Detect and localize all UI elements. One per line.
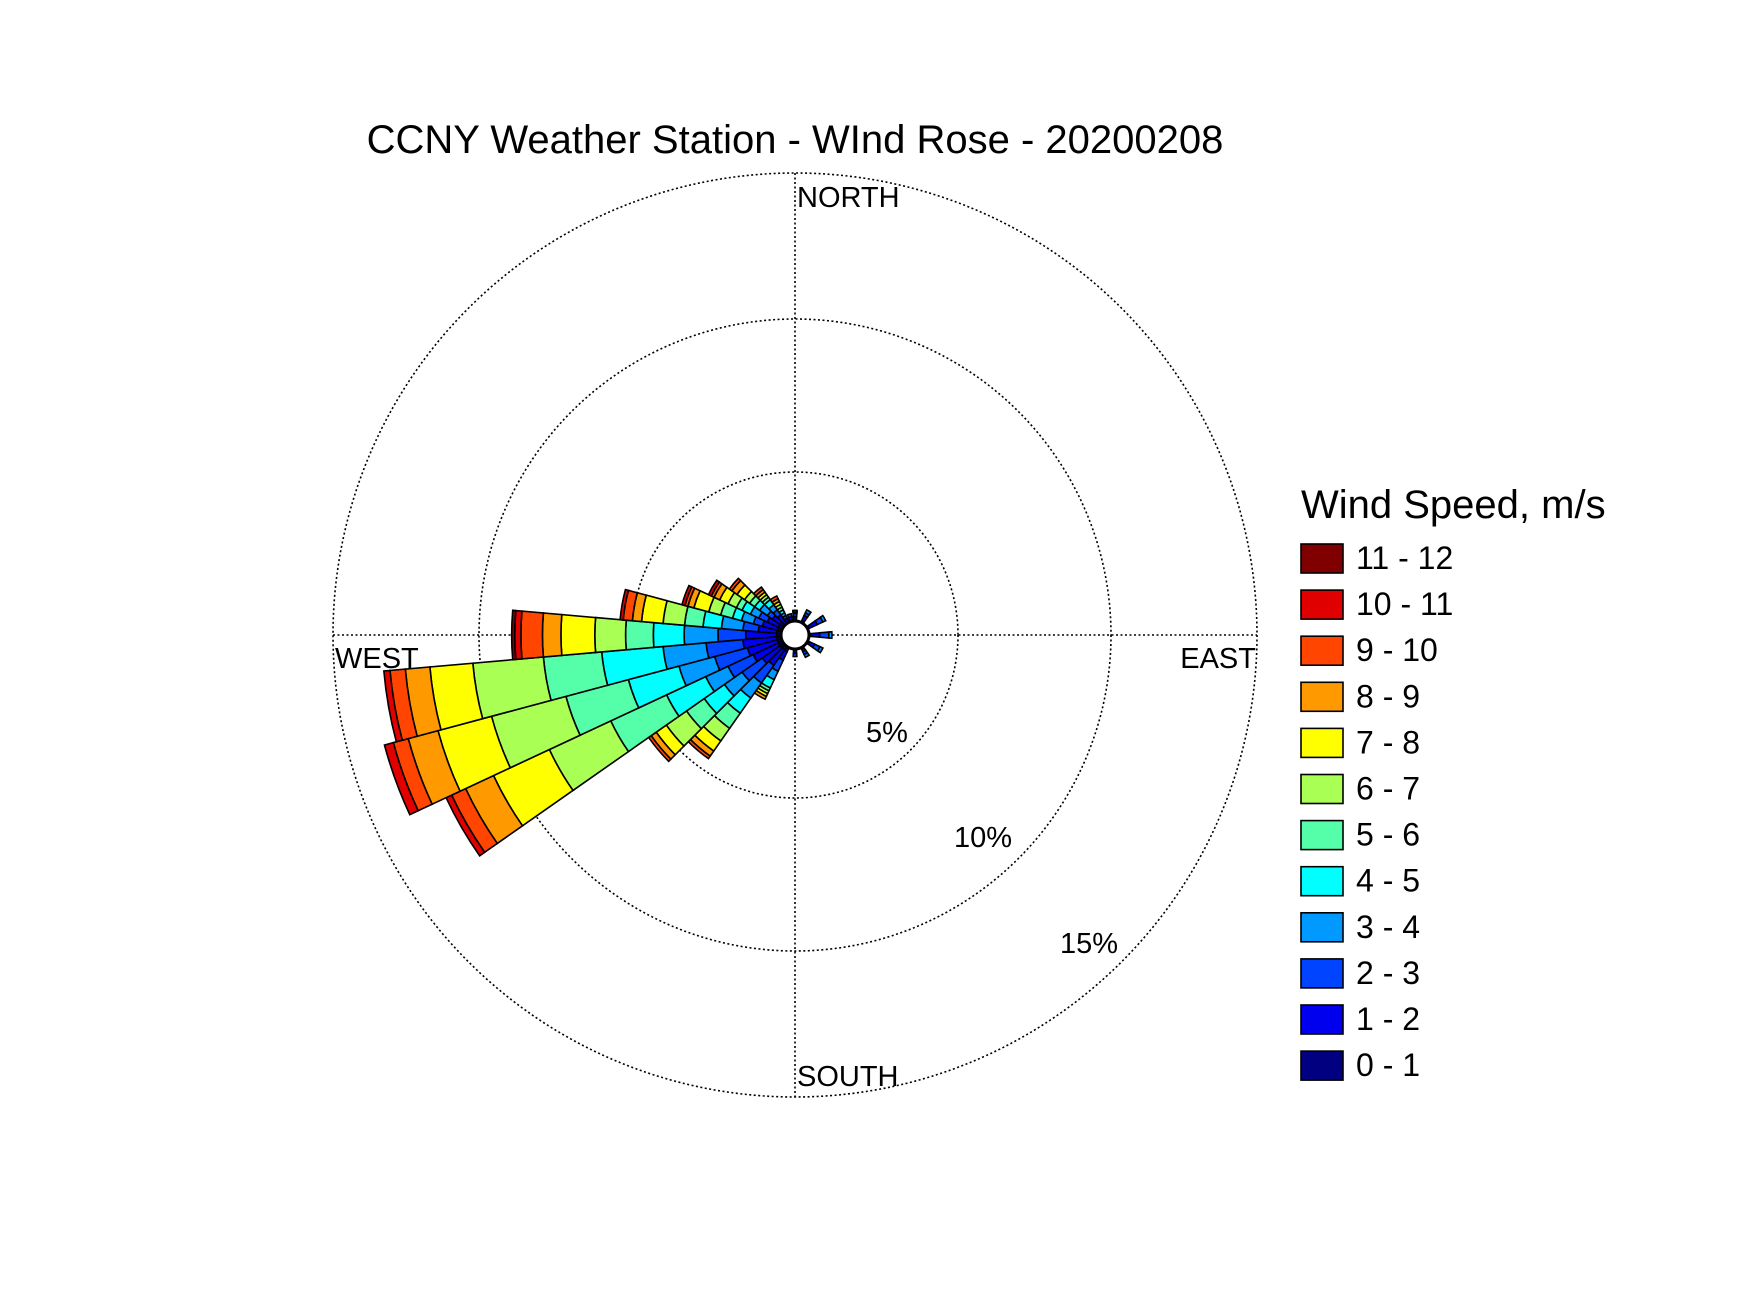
legend-swatch xyxy=(1300,635,1344,667)
sector-60-bin-3 xyxy=(819,614,827,624)
radial-tick-labels: 5% 10% 15% xyxy=(866,717,1118,960)
sector-310-bin-9 xyxy=(728,577,742,592)
sector-270-bin-6 xyxy=(594,616,628,654)
sector-30-bin-3 xyxy=(804,608,813,616)
grid-ring-5 xyxy=(631,471,959,799)
legend-label: 8 - 9 xyxy=(1356,678,1420,714)
legend-label: 2 - 3 xyxy=(1356,955,1420,991)
legend-title: Wind Speed, m/s xyxy=(1301,483,1606,527)
legend-swatch xyxy=(1300,1050,1344,1081)
radial-tick-label-15: 15% xyxy=(1060,928,1118,960)
sector-280-bin-10 xyxy=(619,588,630,621)
polar-grid xyxy=(332,172,1258,1098)
legend-swatch xyxy=(1300,865,1344,897)
sector-330-bin-9 xyxy=(769,594,780,604)
legend-swatch xyxy=(1300,911,1344,943)
legend-label: 1 - 2 xyxy=(1356,1001,1420,1037)
legend-label: 4 - 5 xyxy=(1356,863,1420,899)
sector-90-bin-2 xyxy=(818,631,830,639)
wind-sectors xyxy=(382,577,833,857)
legend-label: 0 - 1 xyxy=(1356,1047,1420,1083)
compass-north: NORTH xyxy=(797,182,900,214)
sector-320-bin-9 xyxy=(752,585,765,597)
legend-swatch xyxy=(1300,543,1344,574)
legend-swatch xyxy=(1300,589,1344,620)
legend-label: 3 - 4 xyxy=(1356,909,1420,945)
sector-345-bin-2 xyxy=(786,612,793,619)
legend-swatch xyxy=(1300,681,1344,713)
sector-270-bin-9 xyxy=(520,610,545,660)
sector-300-bin-10 xyxy=(707,579,721,598)
sector-0-bin-4 xyxy=(791,609,799,613)
radial-tick-label-5: 5% xyxy=(866,717,908,749)
legend-label: 7 - 8 xyxy=(1356,724,1420,760)
legend-swatch xyxy=(1300,819,1344,851)
sector-270-bin-8 xyxy=(541,612,563,658)
sector-290-bin-10 xyxy=(680,584,693,607)
sector-90-bin-1 xyxy=(809,631,821,639)
compass-labels: NORTH EAST SOUTH WEST xyxy=(335,182,1256,1093)
legend-swatch xyxy=(1300,727,1344,759)
sector-150-bin-3 xyxy=(803,651,811,659)
sector-120-bin-3 xyxy=(816,645,824,654)
legend-label: 6 - 7 xyxy=(1356,771,1420,807)
legend-label: 10 - 11 xyxy=(1356,586,1453,622)
compass-west: WEST xyxy=(335,643,419,675)
sector-250-bin-10 xyxy=(383,741,420,816)
legend-label: 11 - 12 xyxy=(1356,540,1453,576)
sector-270-bin-11 xyxy=(510,609,517,661)
radial-tick-label-10: 10% xyxy=(954,822,1012,854)
legend-swatch xyxy=(1300,1004,1344,1035)
grid-ring-10 xyxy=(478,318,1112,952)
legend-swatch xyxy=(1300,958,1344,989)
sector-90-bin-3 xyxy=(827,630,833,640)
sector-270-bin-4 xyxy=(652,621,686,649)
calm-center xyxy=(779,619,811,651)
sector-270-bin-7 xyxy=(560,613,597,657)
legend-label: 9 - 10 xyxy=(1356,632,1438,668)
sector-270-bin-5 xyxy=(624,619,655,651)
sector-180-bin-2 xyxy=(792,652,798,658)
compass-south: SOUTH xyxy=(797,1061,899,1093)
sector-260-bin-10 xyxy=(382,669,404,743)
legend-label: 5 - 6 xyxy=(1356,817,1420,853)
legend-swatch xyxy=(1300,773,1344,805)
legend: Wind Speed, m/s 11 - 12 10 - 11 9 - 10 8 - … xyxy=(1300,483,1606,1083)
chart-title: CCNY Weather Station - WInd Rose - 20200… xyxy=(367,118,1224,162)
compass-east: EAST xyxy=(1180,643,1256,675)
